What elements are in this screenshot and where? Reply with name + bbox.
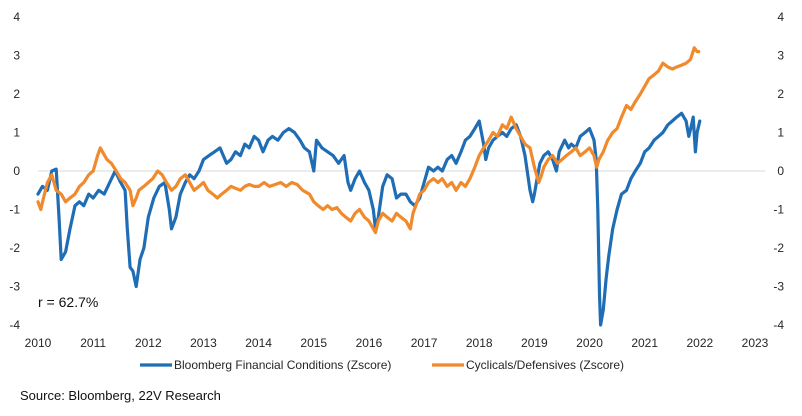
y-left-tick-label: 3 (13, 49, 20, 63)
y-axis-right-ticks: 4 3 2 1 0 -1 -2 -3 -4 (773, 10, 784, 332)
x-tick-label: 2017 (411, 336, 438, 350)
x-tick-label: 2014 (245, 336, 272, 350)
y-left-tick-label: -1 (9, 203, 20, 217)
y-left-tick-label: -2 (9, 241, 20, 255)
y-right-tick-label: 4 (777, 10, 784, 24)
y-right-tick-label: -2 (773, 241, 784, 255)
legend: Bloomberg Financial Conditions (Zscore) C… (140, 358, 624, 372)
source-note: Source: Bloomberg, 22V Research (20, 388, 221, 403)
y-left-tick-label: 4 (13, 10, 20, 24)
y-left-tick-label: 1 (13, 126, 20, 140)
series-layer (36, 46, 702, 327)
x-tick-label: 2018 (466, 336, 493, 350)
correlation-annotation: r = 62.7% (38, 294, 98, 310)
x-axis-ticks: 2010 2011 2012 2013 2014 2015 2016 2017 2018 2019… (25, 336, 769, 350)
y-left-tick-label: -3 (9, 280, 20, 294)
y-right-tick-label: -3 (773, 280, 784, 294)
y-left-tick-label: 0 (13, 164, 20, 178)
y-right-tick-label: 3 (777, 49, 784, 63)
series-line-bloomberg-financial-conditions (36, 111, 702, 327)
series-line-cyclicals-defensives (36, 46, 701, 235)
y-left-tick-label: -4 (9, 318, 20, 332)
x-tick-label: 2020 (576, 336, 603, 350)
legend-label: Bloomberg Financial Conditions (Zscore) (174, 358, 391, 372)
x-tick-label: 2015 (300, 336, 327, 350)
y-right-tick-label: 0 (777, 164, 784, 178)
x-tick-label: 2023 (742, 336, 769, 350)
x-tick-label: 2013 (190, 336, 217, 350)
y-right-tick-label: 1 (777, 126, 784, 140)
x-tick-label: 2010 (25, 336, 52, 350)
x-tick-label: 2011 (80, 336, 106, 350)
x-tick-label: 2022 (686, 336, 713, 350)
x-tick-label: 2016 (356, 336, 383, 350)
y-right-tick-label: -4 (773, 318, 784, 332)
line-chart: 4 3 2 1 0 -1 -2 -3 -4 4 3 2 1 0 -1 -2 -3 -4 2010 2011 2012… (9, 10, 784, 372)
x-tick-label: 2021 (631, 336, 658, 350)
legend-label: Cyclicals/Defensives (Zscore) (466, 358, 624, 372)
y-left-tick-label: 2 (13, 87, 20, 101)
x-tick-label: 2019 (521, 336, 548, 350)
y-right-tick-label: 2 (777, 87, 784, 101)
y-right-tick-label: -1 (773, 203, 784, 217)
x-tick-label: 2012 (135, 336, 162, 350)
y-axis-left-ticks: 4 3 2 1 0 -1 -2 -3 -4 (9, 10, 20, 332)
